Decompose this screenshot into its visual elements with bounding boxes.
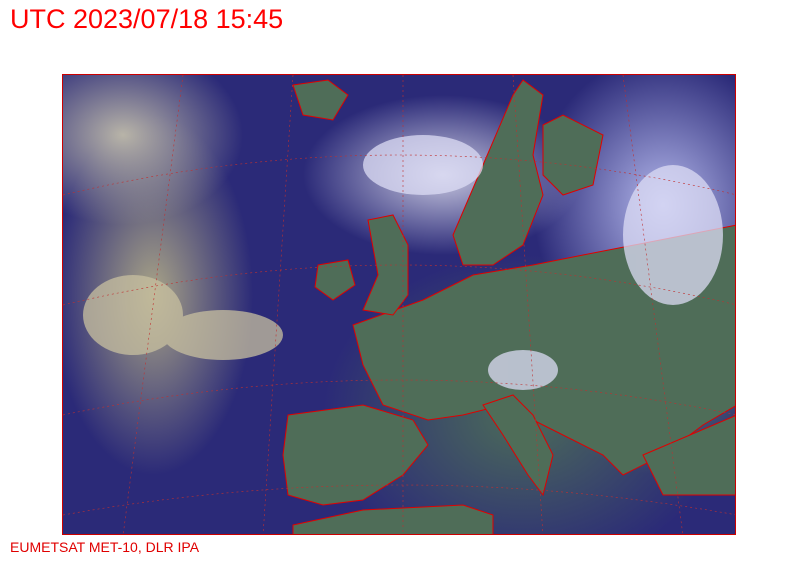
land-ireland (314, 259, 356, 301)
land-finland (542, 114, 604, 196)
land-mainland-europe (352, 224, 735, 476)
cloud-north-atlantic (363, 135, 483, 195)
land-iceland (292, 79, 349, 121)
coastline-overlay (63, 75, 735, 534)
land-iberia (282, 404, 429, 506)
cloud-eastern-europe (623, 165, 723, 305)
cloud-atlantic-sw (163, 310, 283, 360)
land-turkey (642, 415, 735, 496)
land-scandinavia (452, 79, 544, 266)
cloud-central-europe (488, 350, 558, 390)
graticule (63, 75, 735, 534)
land-north-africa (292, 504, 494, 534)
timestamp-title: UTC 2023/07/18 15:45 (10, 4, 284, 34)
satellite-image-map (62, 74, 736, 535)
image-credit: EUMETSAT MET-10, DLR IPA (10, 539, 200, 555)
